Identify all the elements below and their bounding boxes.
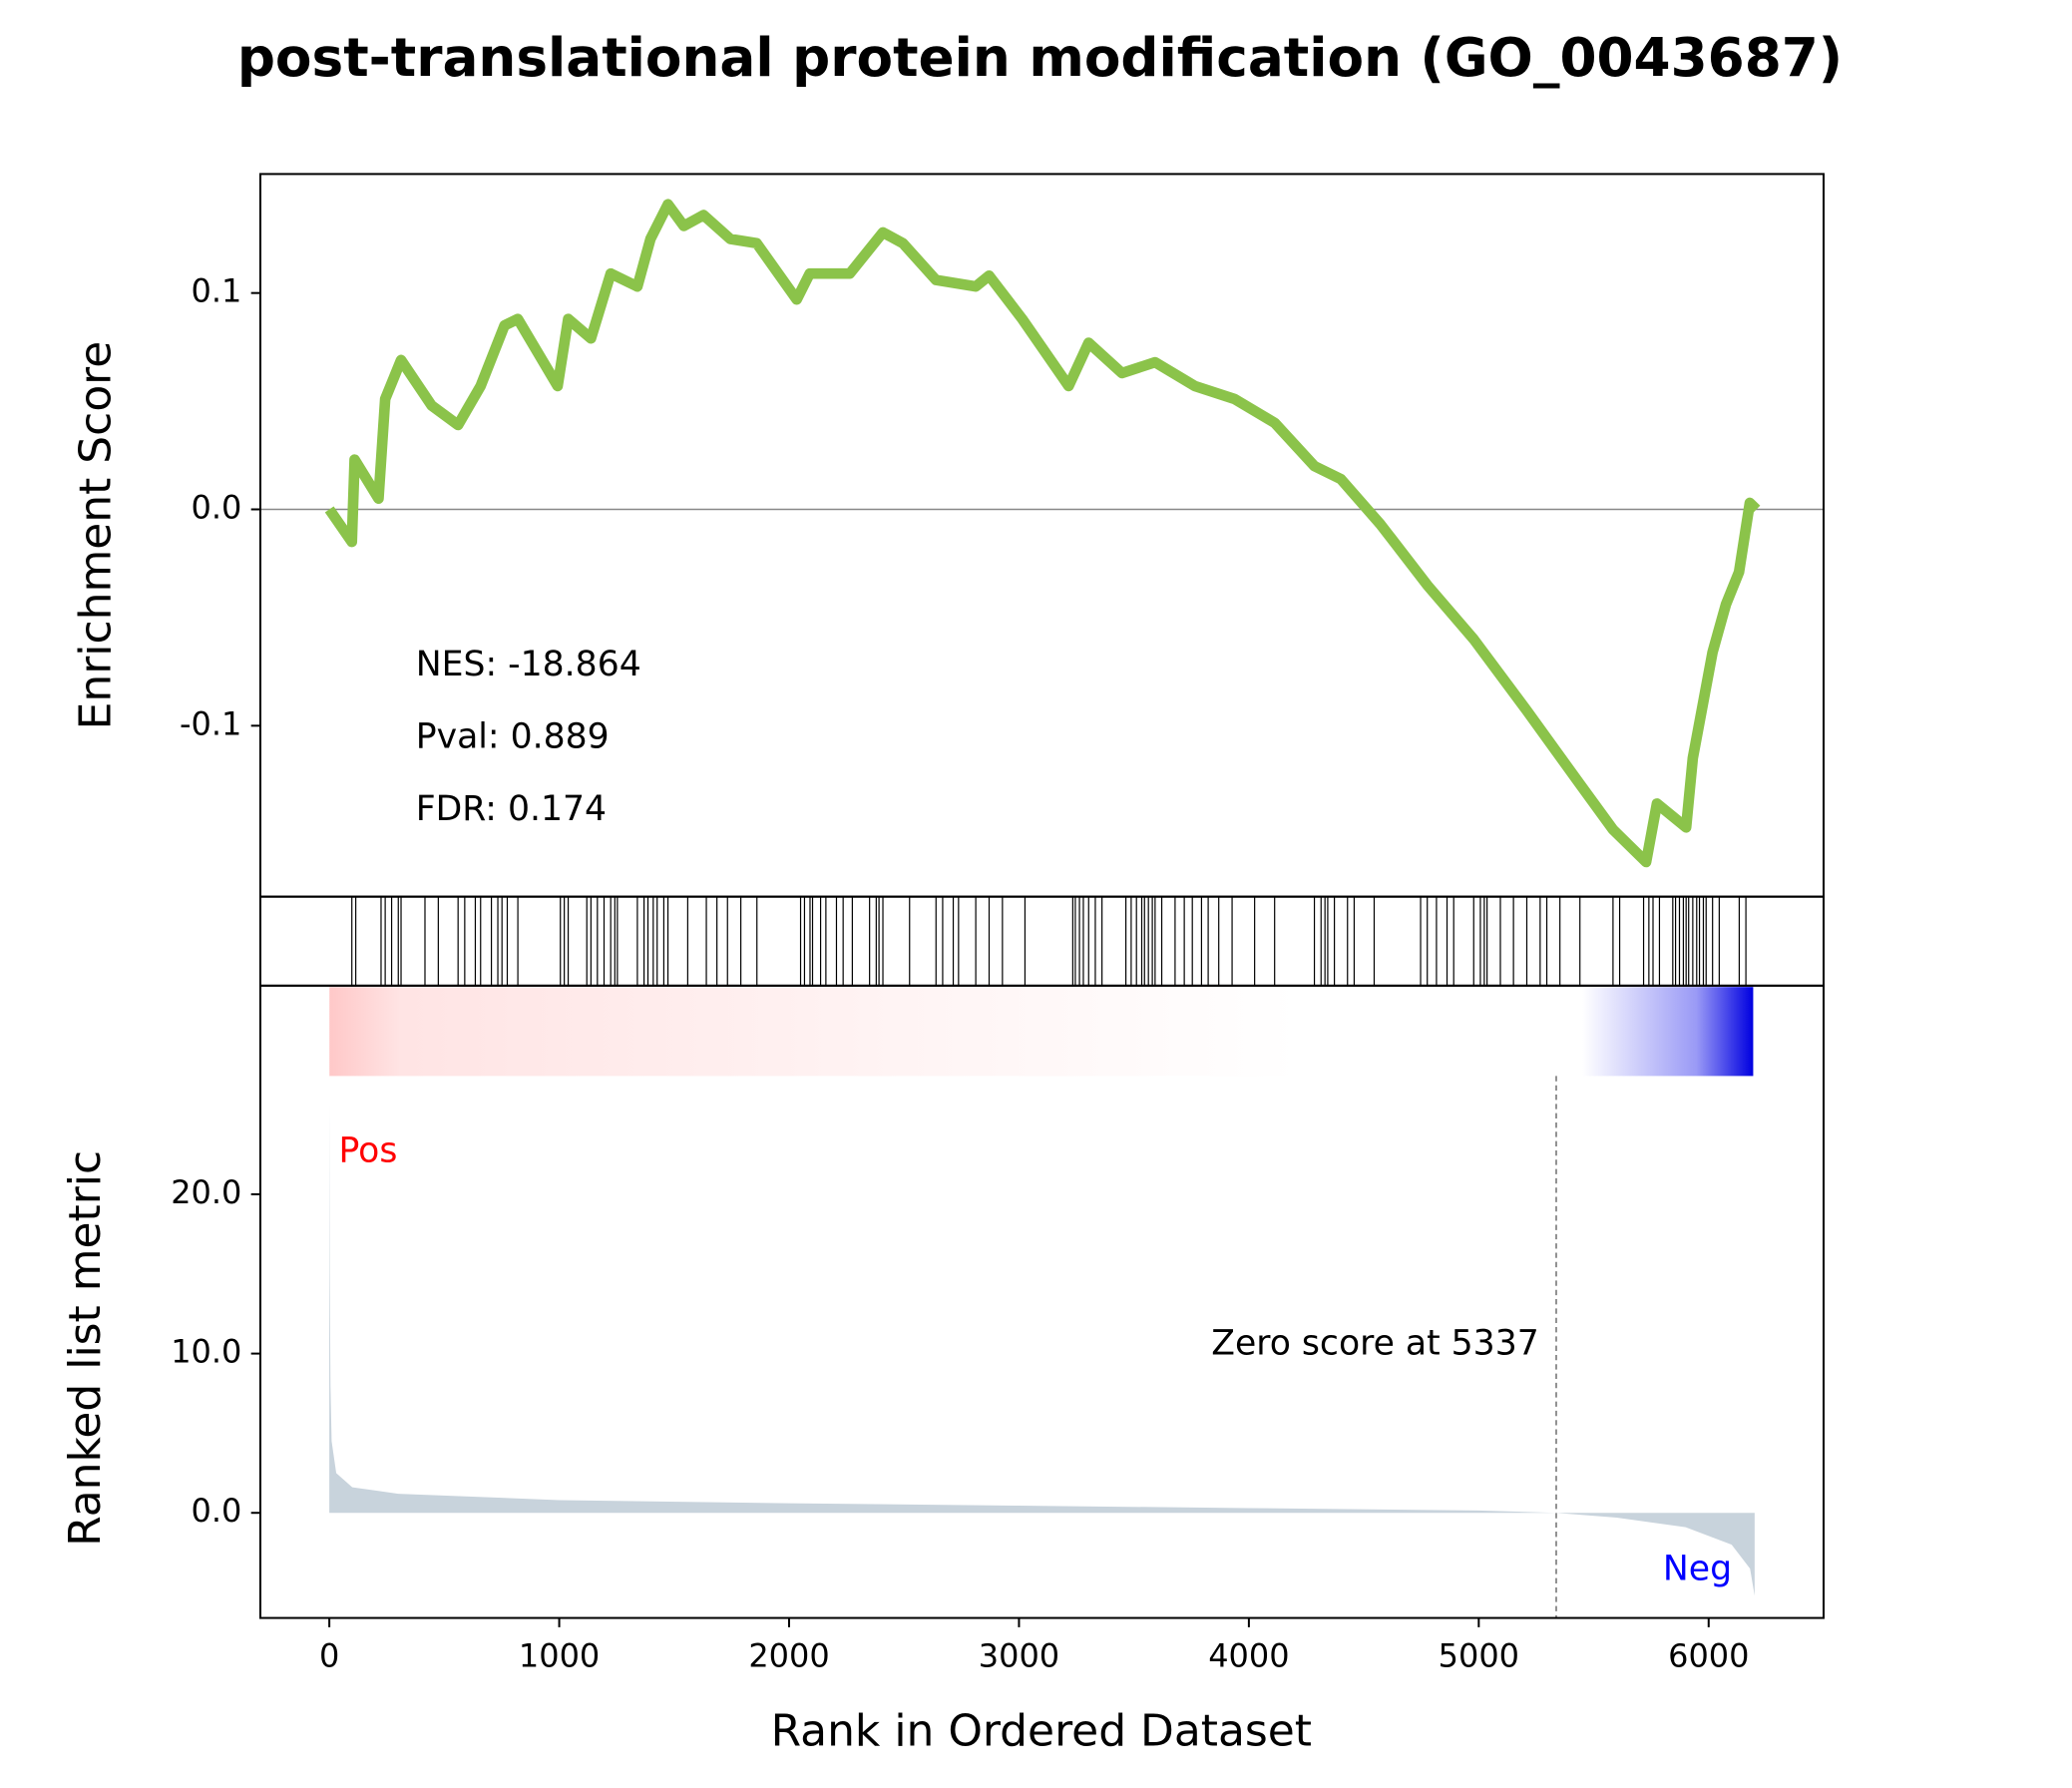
metric-area — [329, 1102, 1755, 1596]
x-tick-label: 6000 — [1668, 1637, 1749, 1675]
enrichment-line — [324, 199, 1761, 868]
x-tick-label: 2000 — [748, 1637, 829, 1675]
stat-annotation: Pval: 0.889 — [416, 717, 610, 757]
zero-score-label: Zero score at 5337 — [1211, 1323, 1539, 1363]
y-axis-label: Enrichment Score — [71, 341, 122, 730]
axes-frame — [258, 895, 1825, 987]
y-tick-label: -0.1 — [180, 704, 241, 742]
axes-frame — [258, 984, 1825, 1619]
y-axis-label: Ranked list metric — [60, 1150, 111, 1547]
neg-label: Neg — [1663, 1550, 1732, 1589]
rank-color-bar — [329, 987, 1754, 1077]
pos-label: Pos — [339, 1130, 398, 1170]
y-tick-label: 10.0 — [171, 1333, 241, 1371]
y-tick-label: 0.1 — [192, 272, 242, 310]
x-axis-label: Rank in Ordered Dataset — [771, 1705, 1312, 1756]
x-tick-label: 3000 — [979, 1637, 1059, 1675]
x-tick-label: 0 — [319, 1637, 339, 1675]
x-tick-label: 1000 — [519, 1637, 600, 1675]
x-tick-label: 5000 — [1439, 1637, 1519, 1675]
chart-title: post-translational protein modification … — [237, 27, 1843, 89]
x-tick-label: 4000 — [1208, 1637, 1289, 1675]
y-tick-label: 0.0 — [192, 1492, 242, 1530]
stat-annotation: NES: -18.864 — [416, 645, 641, 684]
y-tick-label: 20.0 — [171, 1173, 241, 1211]
y-tick-label: 0.0 — [192, 489, 242, 527]
stat-annotation: FDR: 0.174 — [416, 789, 607, 829]
